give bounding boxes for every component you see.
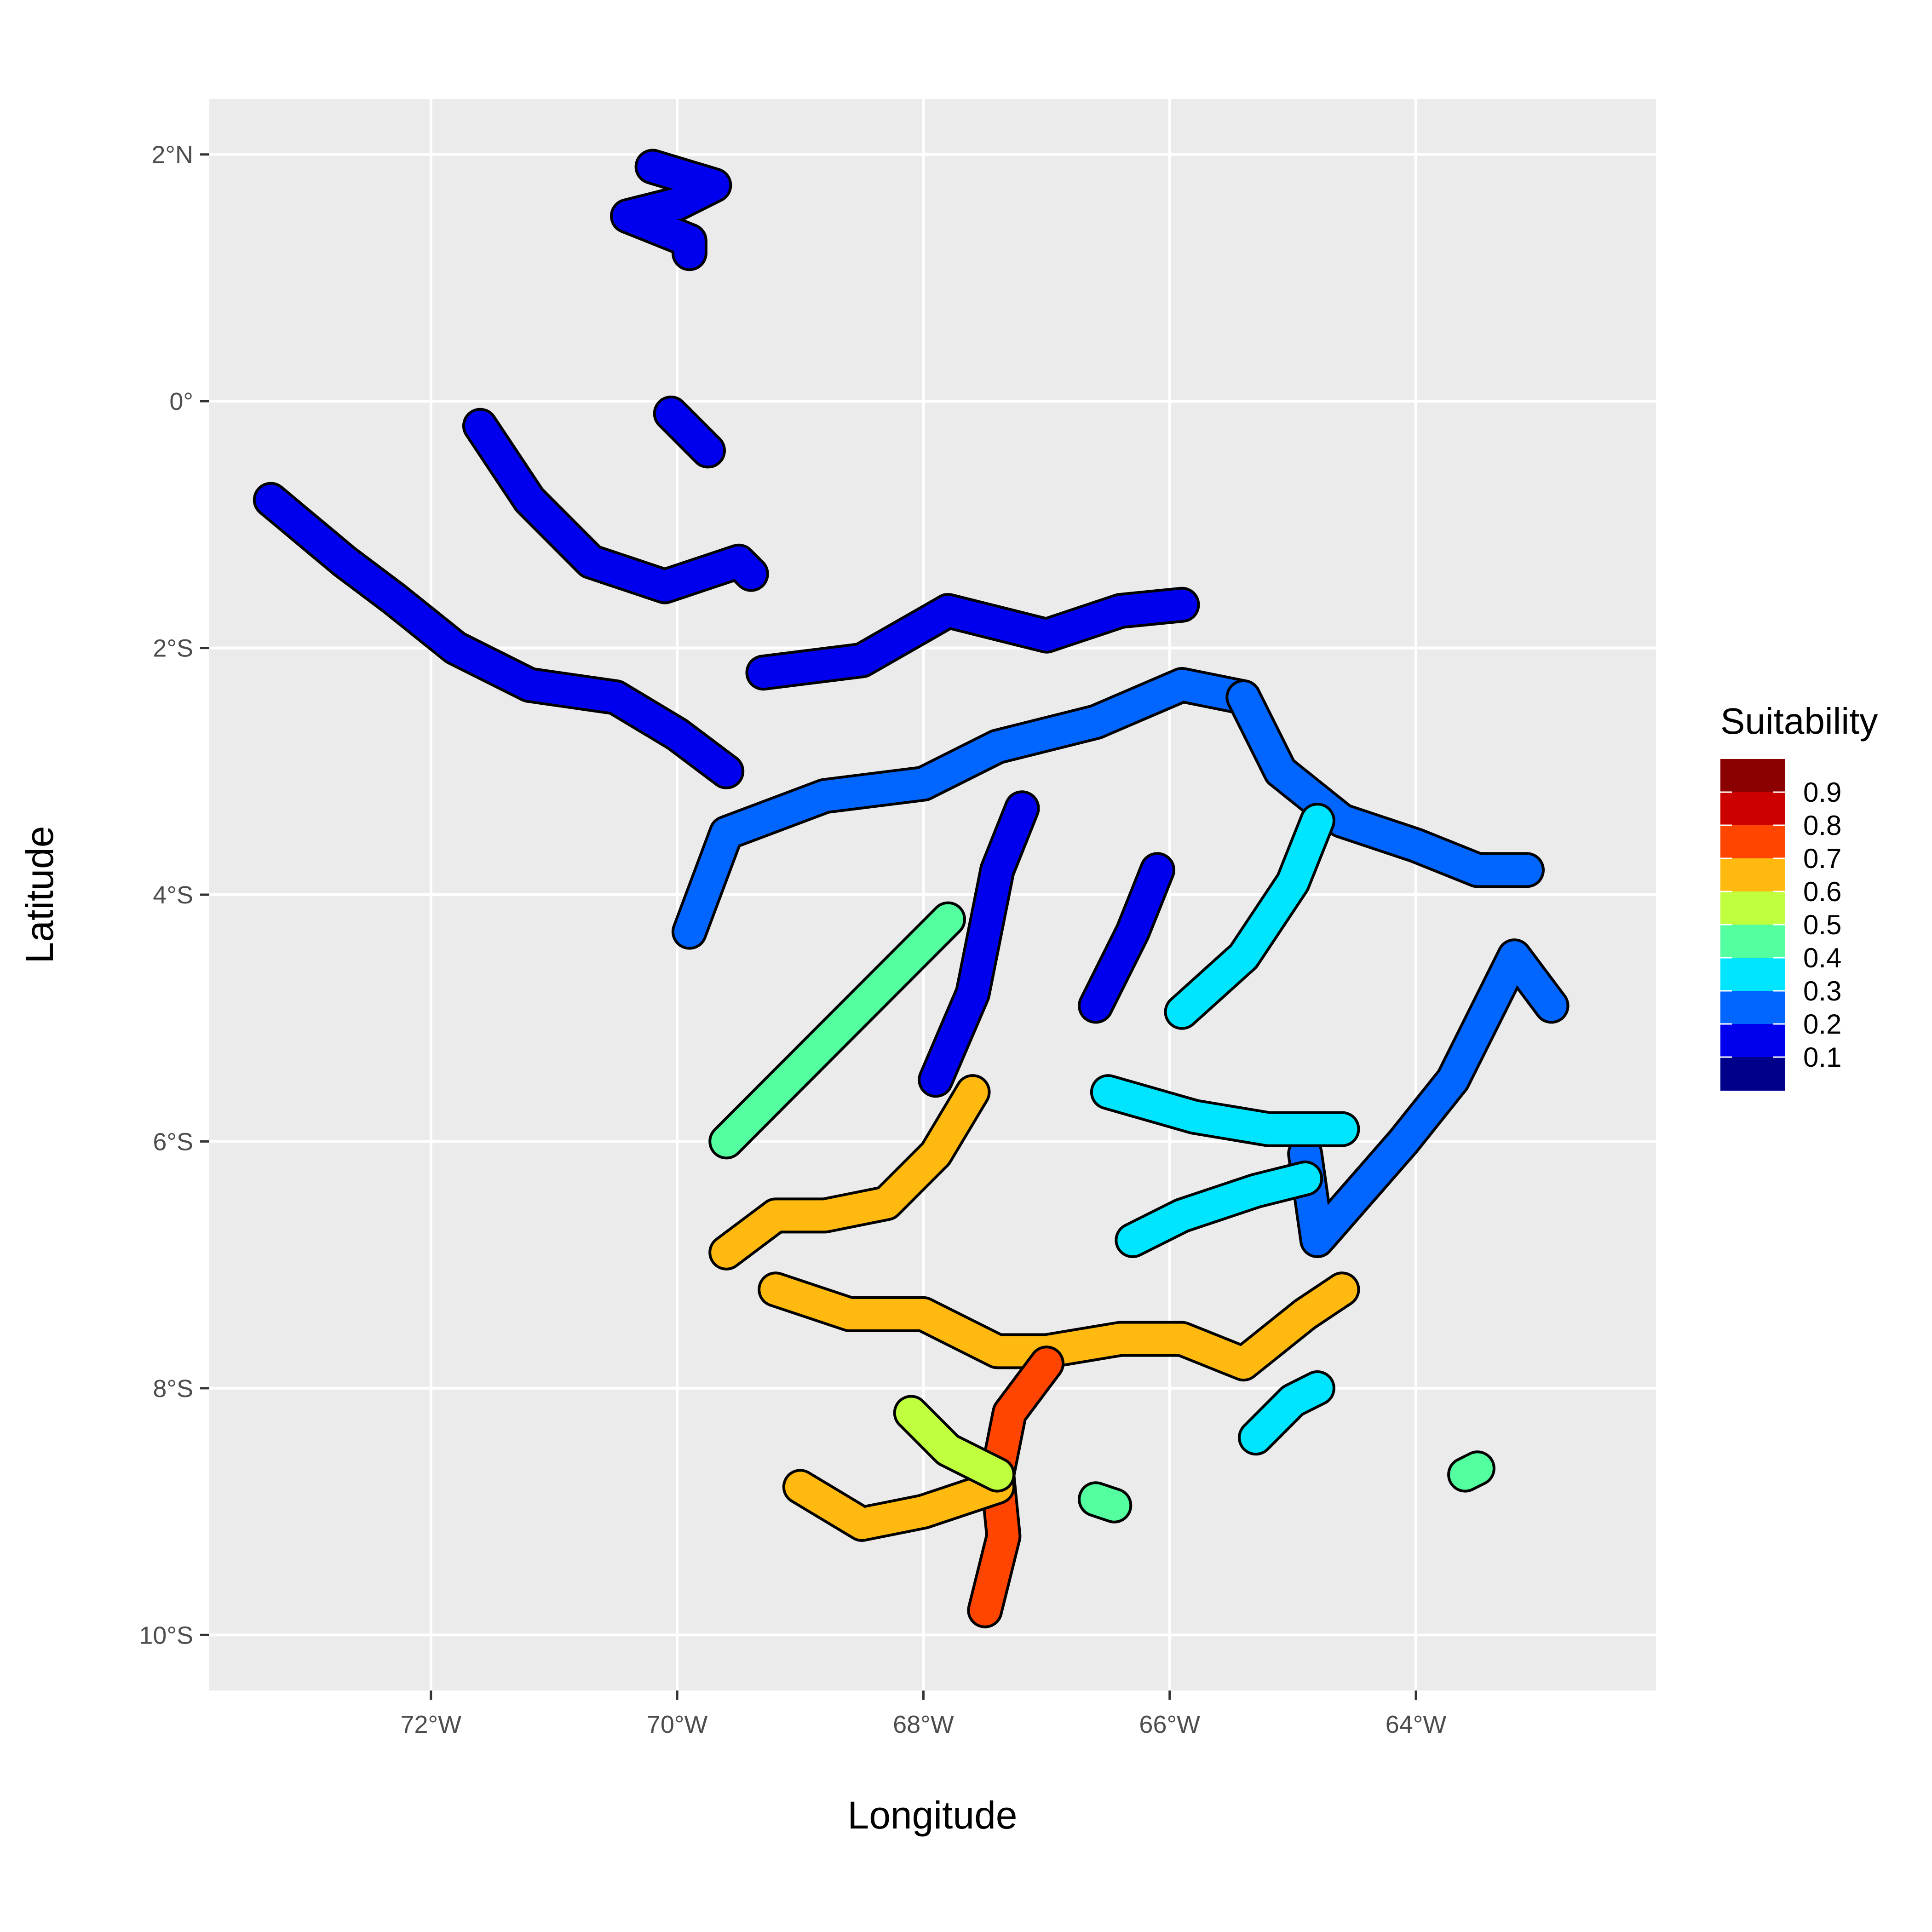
region-isolated-patch xyxy=(1447,1450,1495,1493)
legend-label: 0.6 xyxy=(1803,876,1841,907)
region-southern-trunk xyxy=(758,1271,1360,1382)
y-tick-label: 2°S xyxy=(153,635,193,662)
region-central-arm xyxy=(918,790,1040,1098)
x-axis-ticks: 72°W 70°W 68°W 66°W 64°W xyxy=(400,1690,1446,1738)
legend-swatch xyxy=(1720,925,1785,958)
legend-label: 0.4 xyxy=(1803,943,1841,973)
region-small-lake xyxy=(1078,1481,1133,1524)
legend-title: Suitability xyxy=(1720,701,1878,742)
region-southwest-branch xyxy=(782,1469,1015,1542)
region-northern-connector xyxy=(1090,1074,1360,1147)
legend-label: 0.5 xyxy=(1803,909,1841,940)
x-axis-title: Longitude xyxy=(847,1794,1017,1837)
y-tick-label: 0° xyxy=(169,388,193,415)
region-eastern-spur xyxy=(1238,1370,1335,1456)
x-tick-label: 70°W xyxy=(647,1711,708,1738)
region-northern-streams xyxy=(610,149,732,271)
region-slender-patch xyxy=(1078,852,1175,1024)
legend-labels: 0.90.80.70.60.50.40.30.20.1 xyxy=(1720,777,1841,1073)
legend-swatch xyxy=(1720,991,1785,1024)
legend-label: 0.1 xyxy=(1803,1042,1841,1073)
region-main-channel-east xyxy=(1225,679,1545,888)
legend-label: 0.2 xyxy=(1803,1009,1841,1040)
x-tick-label: 68°W xyxy=(893,1711,954,1738)
region-northwest-tributaries xyxy=(462,408,769,604)
region-southern-connector xyxy=(1115,1160,1323,1258)
legend-swatch xyxy=(1720,759,1785,793)
region-eastern-arm xyxy=(1164,803,1335,1030)
x-tick-label: 64°W xyxy=(1386,1711,1447,1738)
region-western-spur xyxy=(893,1395,1015,1493)
legend-label: 0.9 xyxy=(1803,777,1841,808)
region-large-southeastern-lake xyxy=(1287,938,1570,1258)
region-western-lobe xyxy=(708,1074,991,1271)
legend-swatch xyxy=(1720,858,1785,892)
y-tick-label: 4°S xyxy=(153,881,193,909)
x-tick-label: 72°W xyxy=(400,1711,461,1738)
legend-label: 0.7 xyxy=(1803,843,1841,874)
legend-label: 0.3 xyxy=(1803,976,1841,1006)
region-main-channel-north xyxy=(745,586,1200,691)
region-southwest-arm xyxy=(708,901,966,1160)
legend-colorbar xyxy=(1720,759,1785,1091)
region-main-channel-mid xyxy=(671,667,1262,950)
legend-swatch xyxy=(1720,958,1785,991)
y-tick-label: 10°S xyxy=(139,1622,193,1649)
legend-swatch xyxy=(1720,1024,1785,1058)
x-tick-label: 66°W xyxy=(1139,1711,1200,1738)
region-small-patch-north xyxy=(653,396,726,469)
y-tick-label: 8°S xyxy=(153,1375,193,1403)
legend-swatch xyxy=(1720,792,1785,826)
region-northwest-network xyxy=(253,482,745,789)
suitability-regions xyxy=(253,149,1570,1628)
legend-swatch xyxy=(1720,1057,1785,1091)
y-tick-label: 2°N xyxy=(151,141,193,169)
legend: Suitability 0.90.80.70.60.50.40.30.20.1 xyxy=(1720,701,1878,1091)
y-axis-title: Latitude xyxy=(18,826,61,964)
y-tick-label: 6°S xyxy=(153,1128,193,1156)
legend-swatch xyxy=(1720,891,1785,925)
y-axis-ticks: 2°N 0° 2°S 4°S 6°S 8°S 10°S xyxy=(139,141,209,1649)
legend-swatch xyxy=(1720,825,1785,859)
legend-label: 0.8 xyxy=(1803,810,1841,841)
